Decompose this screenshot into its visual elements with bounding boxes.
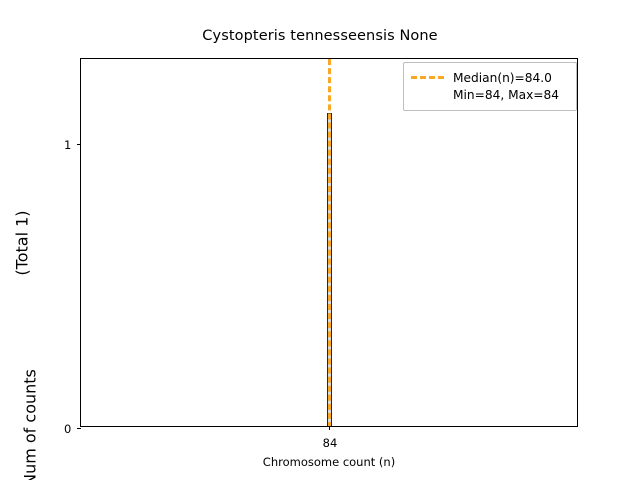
y-tick-label-1: 1	[63, 138, 72, 152]
legend-label-median: Median(n)=84.0	[453, 70, 552, 85]
median-line	[327, 59, 331, 426]
x-axis-label: Chromosome count (n)	[262, 455, 396, 469]
legend: Median(n)=84.0 Min=84, Max=84	[403, 62, 577, 111]
y-tick-label-0: 0	[63, 422, 72, 436]
y-tick-mark-1: 1	[64, 138, 81, 152]
chart-title: Cystopteris tennesseensis None	[202, 28, 438, 44]
y-axis-label-total: (Total 1)	[12, 209, 31, 276]
data-layer	[81, 59, 577, 426]
y-tick-mark-0: 0	[64, 422, 81, 436]
legend-item-minmax: Min=84, Max=84	[411, 86, 569, 103]
median-line-swatch-icon	[411, 76, 444, 79]
plot-area: 0 1 84	[64, 58, 578, 450]
x-tick-mark-84: 84	[323, 426, 337, 450]
legend-label-minmax: Min=84, Max=84	[453, 87, 560, 102]
legend-item-median: Median(n)=84.0	[411, 69, 569, 86]
y-axis-label-group: Num of counts (Total 1)	[0, 58, 46, 480]
x-tick-label-84: 84	[322, 435, 338, 450]
